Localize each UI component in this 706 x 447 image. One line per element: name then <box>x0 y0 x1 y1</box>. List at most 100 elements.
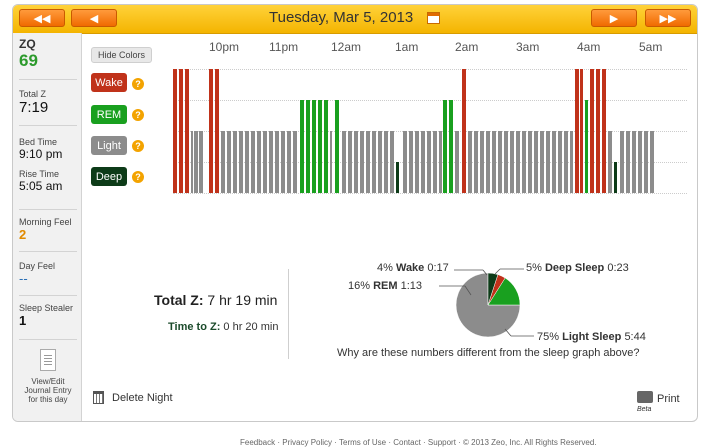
light-bar <box>564 131 568 193</box>
time-to-z-value: 0 hr 20 min <box>223 321 279 333</box>
previous-week-button[interactable]: ◀◀ <box>19 9 65 27</box>
total-z-summary-value: 7 hr 19 min <box>207 292 278 308</box>
light-bar <box>275 131 279 193</box>
wake-bar <box>596 69 600 193</box>
sleep-stealer-value: 1 <box>19 313 27 328</box>
zq-label: ZQ <box>19 37 36 51</box>
deep-bar <box>614 162 617 193</box>
printer-icon <box>637 391 653 403</box>
pie-slice-deep <box>487 272 499 306</box>
time-label-2am: 2am <box>455 40 479 54</box>
next-day-button[interactable]: ▶ <box>591 9 637 27</box>
time-label-11pm: 11pm <box>269 40 299 54</box>
next-week-button[interactable]: ▶▶ <box>645 9 691 27</box>
time-label-10pm: 10pm <box>209 40 240 54</box>
sleep-stats-sidebar: ZQ 69 Total Z 7:19 Bed Time 9:10 pm Rise… <box>13 33 82 421</box>
stage-label-light: Light <box>91 136 127 155</box>
light-bar <box>227 131 231 193</box>
rem-legend: 16% REM 1:13 <box>348 280 422 292</box>
light-bar <box>354 131 358 193</box>
light-bar <box>528 131 532 193</box>
rise-time-value: 5:05 am <box>19 179 63 193</box>
rem-bar <box>306 100 310 193</box>
light-bar <box>540 131 544 193</box>
light-help-icon[interactable]: ? <box>132 140 144 152</box>
light-name: Light Sleep <box>562 331 622 343</box>
wake-bar <box>590 69 594 193</box>
light-bar <box>504 131 508 193</box>
sleep-stealer-label: Sleep Stealer <box>19 303 74 313</box>
date-navigation-bar: ◀◀ ◀ Tuesday, Mar 5, 2013 ▶ ▶▶ <box>13 5 697 34</box>
sleep-report-panel: ◀◀ ◀ Tuesday, Mar 5, 2013 ▶ ▶▶ ZQ 69 Tot… <box>12 4 698 422</box>
beta-label: Beta <box>637 406 652 413</box>
wake-bar <box>185 69 189 193</box>
time-label-5am: 5am <box>639 40 663 54</box>
previous-day-button[interactable]: ◀ <box>71 9 117 27</box>
print-label: Print <box>657 393 680 405</box>
deep-time: 0:23 <box>607 262 629 274</box>
zq-stat: ZQ 69 <box>19 37 77 80</box>
double-left-arrow-icon: ◀◀ <box>33 12 51 25</box>
total-z-label: Total Z <box>19 89 47 99</box>
light-bar <box>498 131 502 193</box>
light-time: 5:44 <box>624 331 646 343</box>
rem-name: REM <box>373 280 398 292</box>
wake-time: 0:17 <box>427 262 449 274</box>
calendar-icon[interactable] <box>427 12 440 24</box>
light-bar <box>558 131 562 193</box>
numbers-difference-link[interactable]: Why are these numbers different from the… <box>337 347 640 359</box>
light-bar <box>650 131 654 193</box>
gridline-wake <box>173 69 687 70</box>
light-bar <box>263 131 267 193</box>
light-legend: 75% Light Sleep 5:44 <box>537 331 646 343</box>
light-bar <box>390 131 394 193</box>
time-label-4am: 4am <box>577 40 601 54</box>
delete-night-button[interactable]: Delete Night <box>93 391 173 404</box>
page-footer: Feedback · Privacy Policy · Terms of Use… <box>240 438 597 447</box>
bed-rise-stat: Bed Time 9:10 pm Rise Time 5:05 am <box>19 131 77 210</box>
light-bar <box>221 131 225 193</box>
day-feel-stat[interactable]: Day Feel -- <box>19 257 77 296</box>
journal-entry-link[interactable]: View/Edit Journal Entry for this day <box>19 349 77 404</box>
rem-time: 1:13 <box>400 280 423 292</box>
leader-deep <box>494 268 501 275</box>
light-bar <box>372 131 376 193</box>
time-to-z-summary: Time to Z: 0 hr 20 min <box>168 321 278 333</box>
total-z-summary: Total Z: 7 hr 19 min <box>154 292 277 308</box>
double-right-arrow-icon: ▶▶ <box>659 12 677 25</box>
rem-bar <box>312 100 316 193</box>
morning-feel-label: Morning Feel <box>19 217 72 227</box>
light-bar <box>421 131 425 193</box>
morning-feel-stat[interactable]: Morning Feel 2 <box>19 213 77 252</box>
light-bar <box>492 131 496 193</box>
journal-label: View/Edit Journal Entry for this day <box>24 377 72 404</box>
hide-colors-button[interactable]: Hide Colors <box>91 47 153 63</box>
morning-feel-value: 2 <box>19 227 27 242</box>
light-bar <box>233 131 237 193</box>
wake-help-icon[interactable]: ? <box>132 78 144 90</box>
rem-help-icon[interactable]: ? <box>132 109 144 121</box>
rem-bar <box>443 100 447 193</box>
light-bar <box>191 131 193 193</box>
right-arrow-icon: ▶ <box>609 12 619 25</box>
light-pct: 75% <box>537 331 560 343</box>
deep-help-icon[interactable]: ? <box>132 171 144 183</box>
light-bar <box>632 131 636 193</box>
light-bar <box>287 131 291 193</box>
light-bar <box>384 131 388 193</box>
sleep-stealer-stat[interactable]: Sleep Stealer 1 <box>19 299 77 340</box>
light-bar <box>534 131 538 193</box>
leader-rem <box>464 285 472 296</box>
light-bar <box>293 131 297 193</box>
rem-pct: 16% <box>348 280 371 292</box>
stage-label-rem: REM <box>91 105 127 124</box>
wake-bar <box>602 69 606 193</box>
rise-time-label: Rise Time <box>19 169 60 179</box>
journal-document-icon <box>40 349 56 371</box>
total-z-summary-label: Total Z: <box>154 292 204 308</box>
stage-label-wake: Wake <box>91 73 127 92</box>
light-bar <box>245 131 249 193</box>
light-bar <box>552 131 556 193</box>
light-bar <box>427 131 431 193</box>
day-feel-label: Day Feel <box>19 261 56 271</box>
